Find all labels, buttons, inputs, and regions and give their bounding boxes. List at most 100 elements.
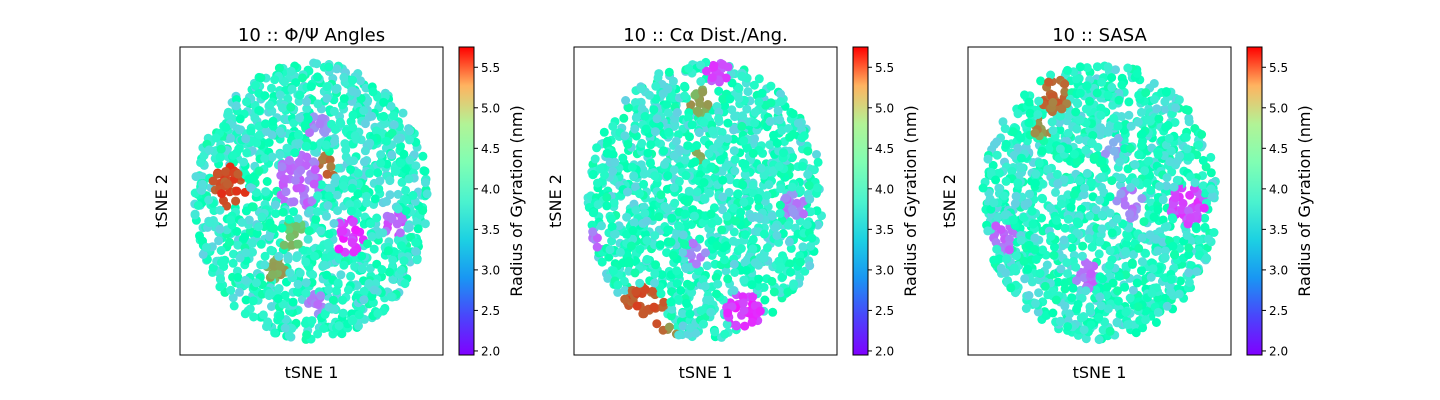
scatter-point xyxy=(749,80,759,90)
scatter-point xyxy=(712,241,722,251)
scatter-point xyxy=(296,183,306,193)
scatter-point xyxy=(714,113,723,123)
scatter-point xyxy=(418,151,428,161)
scatter-point xyxy=(1160,222,1170,232)
scatter-point xyxy=(806,207,816,217)
scatter-point xyxy=(696,60,706,70)
scatter-point xyxy=(663,171,673,181)
scatter-point xyxy=(1184,250,1194,260)
scatter-point xyxy=(1105,208,1115,218)
scatter-point xyxy=(654,69,664,79)
scatter-point xyxy=(669,183,679,193)
scatter-point xyxy=(738,180,748,190)
scatter-point xyxy=(1072,124,1082,134)
scatter-point xyxy=(1117,80,1127,90)
scatter-point xyxy=(650,231,660,241)
scatter-point xyxy=(640,208,650,218)
scatter-point xyxy=(772,231,782,240)
scatter-point xyxy=(1121,246,1130,256)
scatter-point xyxy=(1151,318,1161,327)
scatter-point xyxy=(992,137,1002,147)
scatter-point xyxy=(799,209,808,219)
scatter-point xyxy=(1063,214,1073,224)
scatter-point xyxy=(1035,269,1045,278)
scatter-point xyxy=(760,295,770,305)
scatter-point xyxy=(712,289,721,299)
scatter-point xyxy=(215,205,225,215)
scatter-point xyxy=(295,113,305,123)
scatter-point xyxy=(660,202,670,211)
scatter-point xyxy=(779,148,788,158)
scatter-point xyxy=(662,248,672,258)
scatter-point xyxy=(769,287,779,297)
scatter-point xyxy=(1114,271,1124,281)
scatter-point xyxy=(312,207,322,217)
panel-1-scatter-points xyxy=(190,58,432,344)
scatter-point xyxy=(1108,100,1118,110)
scatter-point xyxy=(388,255,398,265)
scatter-point xyxy=(624,256,634,266)
scatter-point xyxy=(671,136,681,146)
scatter-point xyxy=(1050,242,1059,252)
scatter-point xyxy=(991,175,1001,185)
scatter-point xyxy=(269,224,279,233)
scatter-point xyxy=(386,292,396,302)
scatter-point xyxy=(1197,130,1207,139)
scatter-point xyxy=(706,307,716,317)
scatter-point xyxy=(290,148,300,158)
scatter-point xyxy=(1137,266,1146,276)
scatter-point xyxy=(688,238,698,248)
scatter-point xyxy=(699,178,709,187)
scatter-point xyxy=(389,120,399,130)
scatter-point xyxy=(1095,195,1105,205)
scatter-point xyxy=(685,132,694,142)
scatter-point xyxy=(783,124,793,133)
scatter-point xyxy=(368,87,378,97)
scatter-point xyxy=(690,211,699,221)
scatter-point xyxy=(235,114,245,124)
scatter-point xyxy=(1096,301,1106,311)
scatter-point xyxy=(630,268,640,278)
scatter-point xyxy=(750,134,759,144)
scatter-point xyxy=(254,222,264,232)
scatter-point xyxy=(620,131,630,141)
scatter-point xyxy=(607,222,617,232)
scatter-point xyxy=(384,267,394,277)
scatter-point xyxy=(666,237,676,247)
scatter-point xyxy=(250,113,260,123)
scatter-point xyxy=(274,251,284,261)
scatter-point xyxy=(1009,150,1019,160)
scatter-point xyxy=(241,134,251,144)
scatter-point xyxy=(1170,249,1180,259)
scatter-point xyxy=(718,192,728,202)
scatter-point xyxy=(1063,128,1073,138)
scatter-point xyxy=(1082,81,1092,91)
scatter-point xyxy=(308,270,318,280)
scatter-point xyxy=(232,227,242,236)
scatter-point xyxy=(1049,250,1059,260)
scatter-point xyxy=(613,280,623,290)
scatter-point xyxy=(1097,224,1107,234)
scatter-point xyxy=(349,216,358,226)
scatter-point xyxy=(332,64,342,74)
scatter-point xyxy=(740,230,750,240)
scatter-point xyxy=(1037,146,1047,156)
scatter-point xyxy=(1200,213,1210,223)
scatter-point xyxy=(298,245,308,255)
scatter-point xyxy=(680,239,689,249)
scatter-point xyxy=(396,158,406,168)
scatter-point xyxy=(650,278,659,288)
scatter-point xyxy=(755,306,765,316)
scatter-point xyxy=(311,214,321,224)
scatter-point xyxy=(346,206,356,216)
scatter-point xyxy=(262,177,272,186)
scatter-point xyxy=(260,153,270,163)
scatter-point xyxy=(721,266,731,276)
colorbar-tick-label: 4.5 xyxy=(481,142,500,156)
scatter-point xyxy=(774,237,784,247)
scatter-point xyxy=(588,208,598,218)
scatter-point xyxy=(264,232,274,242)
scatter-point xyxy=(193,201,203,210)
scatter-point xyxy=(233,240,243,250)
